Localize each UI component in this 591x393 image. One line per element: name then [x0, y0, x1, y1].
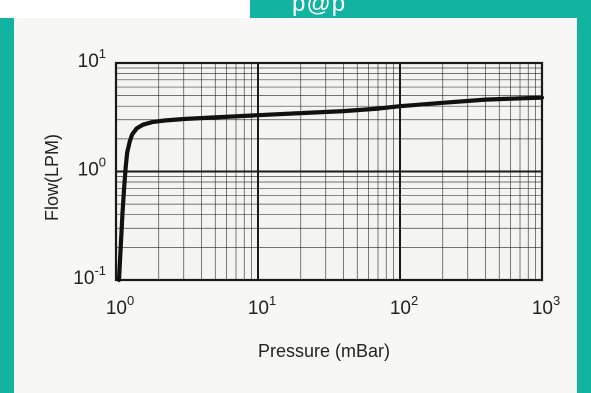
x-tick-label: 101 [248, 293, 276, 319]
major-grid [116, 63, 542, 280]
y-tick-label: 101 [78, 46, 106, 72]
header-white-block [0, 0, 250, 18]
x-tick-label: 103 [532, 293, 560, 319]
flow-curve-0 [116, 95, 545, 283]
chart-panel: 100 101 102 103 10-1 100 101 Pressure (mBar) Flo… [14, 18, 577, 393]
top-strip: p@p [0, 0, 591, 18]
x-tick-label: 102 [390, 293, 418, 319]
x-tick-label: 100 [106, 293, 134, 319]
cropped-header-text: p@p [292, 0, 347, 17]
plot-border [114, 61, 544, 282]
x-axis-label: Pressure (mBar) [258, 341, 390, 361]
y-tick-label: 100 [78, 155, 106, 181]
y-axis-label: Flow(LPM) [42, 134, 62, 221]
y-tick-label: 10-1 [73, 263, 106, 289]
